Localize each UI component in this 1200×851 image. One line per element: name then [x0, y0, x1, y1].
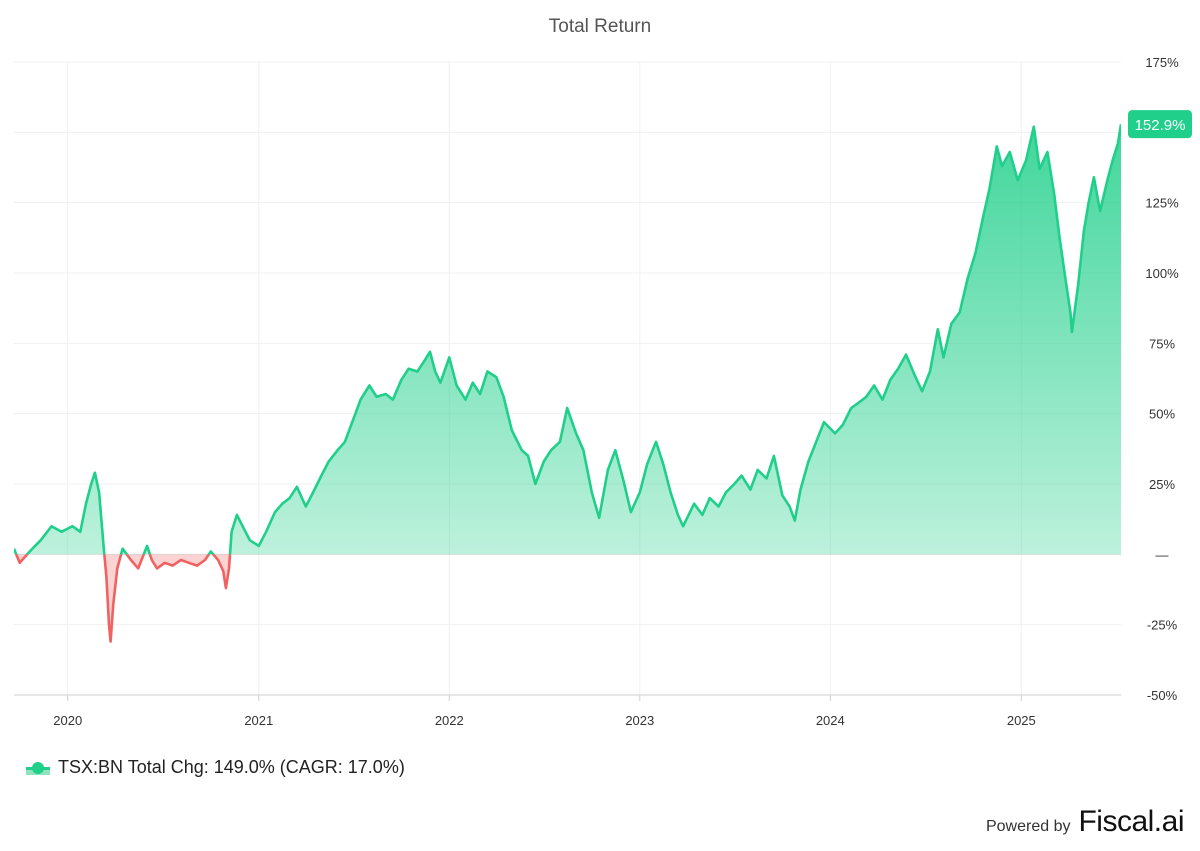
y-tick-label: 50% — [1149, 407, 1175, 422]
chart-title: Total Return — [548, 16, 652, 37]
negative-line — [14, 554, 232, 643]
y-tick-label: -50% — [1147, 688, 1178, 703]
y-tick-label: — — [1156, 547, 1169, 562]
last-value-badge: 152.9% — [1128, 110, 1192, 139]
x-tick-label: 2022 — [435, 713, 464, 728]
y-tick-label: 75% — [1149, 336, 1175, 351]
x-tick-label: 2023 — [625, 713, 654, 728]
y-tick-label: 125% — [1145, 196, 1179, 211]
axes: -50% -25% — 25% 50% 75% 100% 125% 175% 2020 2021 20… — [14, 55, 1179, 728]
positive-line — [14, 123, 1121, 555]
y-tick-label: 100% — [1145, 266, 1179, 281]
x-tick-label: 2020 — [53, 713, 82, 728]
brand-logo: Fiscal.ai — [1078, 805, 1184, 838]
positive-area — [14, 124, 1121, 555]
series-line — [14, 123, 1121, 643]
last-value-badge-bg — [1128, 110, 1192, 139]
legend-label: TSX:BN Total Chg: 149.0% (CAGR: 17.0%) — [58, 757, 405, 777]
y-tick-label: -25% — [1147, 618, 1178, 633]
legend-swatch-icon — [26, 761, 50, 775]
powered-by-text: Powered by — [985, 818, 1071, 835]
powered-by-footer[interactable]: Powered by Fiscal.ai — [985, 805, 1185, 839]
legend[interactable]: TSX:BN Total Chg: 149.0% (CAGR: 17.0%) — [26, 757, 405, 778]
x-tick-label: 2021 — [244, 713, 273, 728]
last-value-badge-text: 152.9% — [1135, 117, 1186, 134]
y-tick-label: 175% — [1145, 55, 1179, 70]
x-tick-label: 2024 — [816, 713, 845, 728]
y-tick-label: 25% — [1149, 477, 1175, 492]
area-fill — [14, 124, 1121, 642]
x-tick-label: 2025 — [1007, 713, 1036, 728]
